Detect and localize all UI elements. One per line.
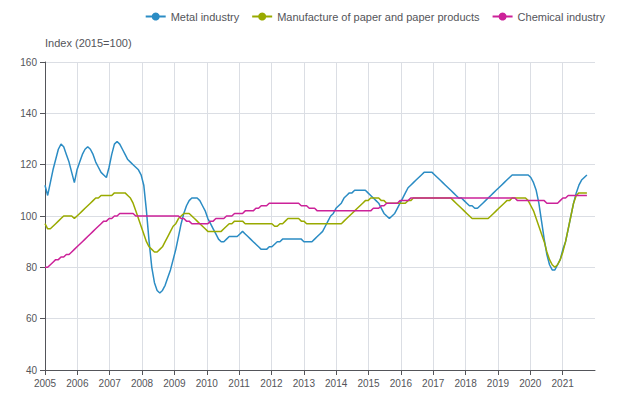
svg-text:Chemical industry: Chemical industry (518, 11, 606, 23)
svg-text:140: 140 (20, 108, 37, 119)
svg-text:120: 120 (20, 159, 37, 170)
svg-text:Manufacture of paper and paper: Manufacture of paper and paper products (277, 11, 480, 23)
svg-text:2008: 2008 (131, 378, 154, 389)
svg-text:Metal industry: Metal industry (171, 11, 240, 23)
svg-text:2006: 2006 (66, 378, 89, 389)
svg-text:2014: 2014 (325, 378, 348, 389)
svg-text:2021: 2021 (552, 378, 575, 389)
svg-text:2012: 2012 (260, 378, 283, 389)
svg-text:60: 60 (26, 313, 38, 324)
svg-text:2015: 2015 (357, 378, 380, 389)
svg-text:80: 80 (26, 262, 38, 273)
svg-text:40: 40 (26, 365, 38, 376)
svg-text:2007: 2007 (99, 378, 122, 389)
svg-text:Index (2015=100): Index (2015=100) (45, 37, 132, 49)
svg-text:2019: 2019 (487, 378, 510, 389)
svg-text:2017: 2017 (422, 378, 445, 389)
svg-text:2016: 2016 (390, 378, 413, 389)
svg-text:2020: 2020 (519, 378, 542, 389)
svg-text:2005: 2005 (34, 378, 57, 389)
svg-text:2013: 2013 (293, 378, 316, 389)
svg-text:2009: 2009 (163, 378, 186, 389)
svg-text:2018: 2018 (454, 378, 477, 389)
svg-text:100: 100 (20, 211, 37, 222)
svg-text:160: 160 (20, 57, 37, 68)
svg-text:2010: 2010 (196, 378, 219, 389)
svg-text:2011: 2011 (228, 378, 250, 389)
